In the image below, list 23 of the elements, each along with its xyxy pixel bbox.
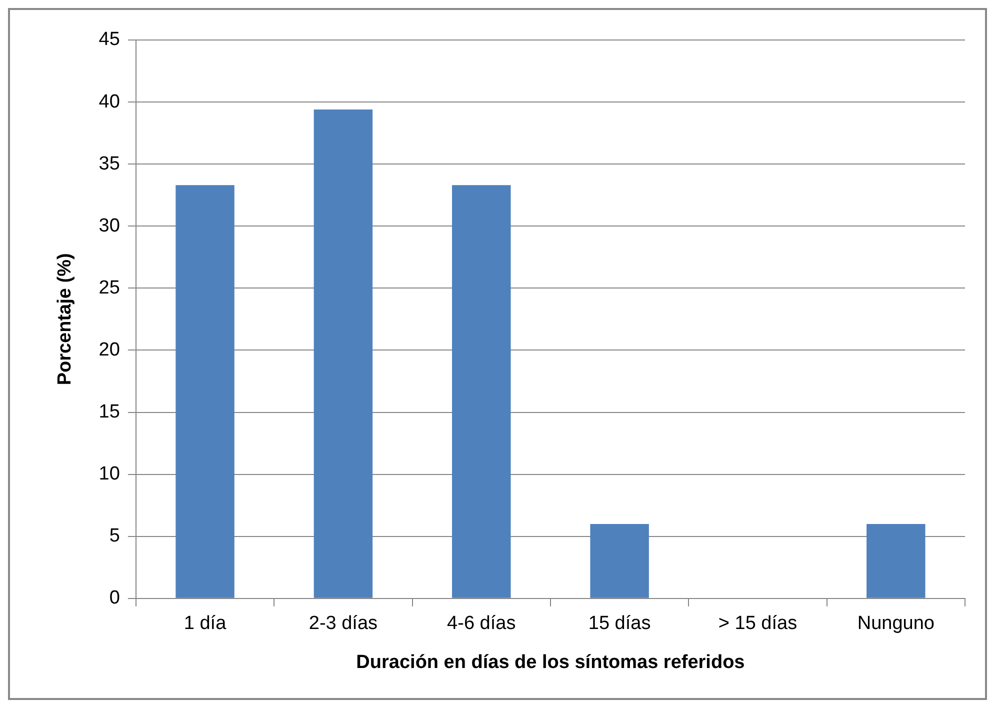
y-tick-label: 10 [98,464,120,485]
bar [590,524,649,598]
x-tick-label: Nunguno [857,613,934,634]
x-tick-label: 4-6 días [447,613,516,634]
x-tick-label: 15 días [588,613,651,634]
x-axis-title: Duración en días de los síntomas referidos [356,652,745,673]
bar [866,524,926,598]
y-tick-label: 35 [98,153,120,174]
y-tick-label: 0 [109,588,120,609]
y-tick-label: 20 [98,339,120,360]
x-tick-label: 1 día [184,613,227,634]
bar [452,185,511,598]
y-tick-label: 5 [109,526,120,547]
y-axis-title: Porcentaje (%) [54,253,76,386]
x-tick-label: > 15 días [718,613,798,634]
y-tick-label: 40 [98,91,120,112]
y-tick-label: 45 [98,29,120,50]
y-tick-label: 25 [98,277,120,298]
bar [314,109,373,598]
x-tick-label: 2-3 días [308,613,378,634]
y-tick-label: 15 [98,402,120,422]
bar [176,185,234,598]
y-tick-label: 30 [98,215,120,236]
